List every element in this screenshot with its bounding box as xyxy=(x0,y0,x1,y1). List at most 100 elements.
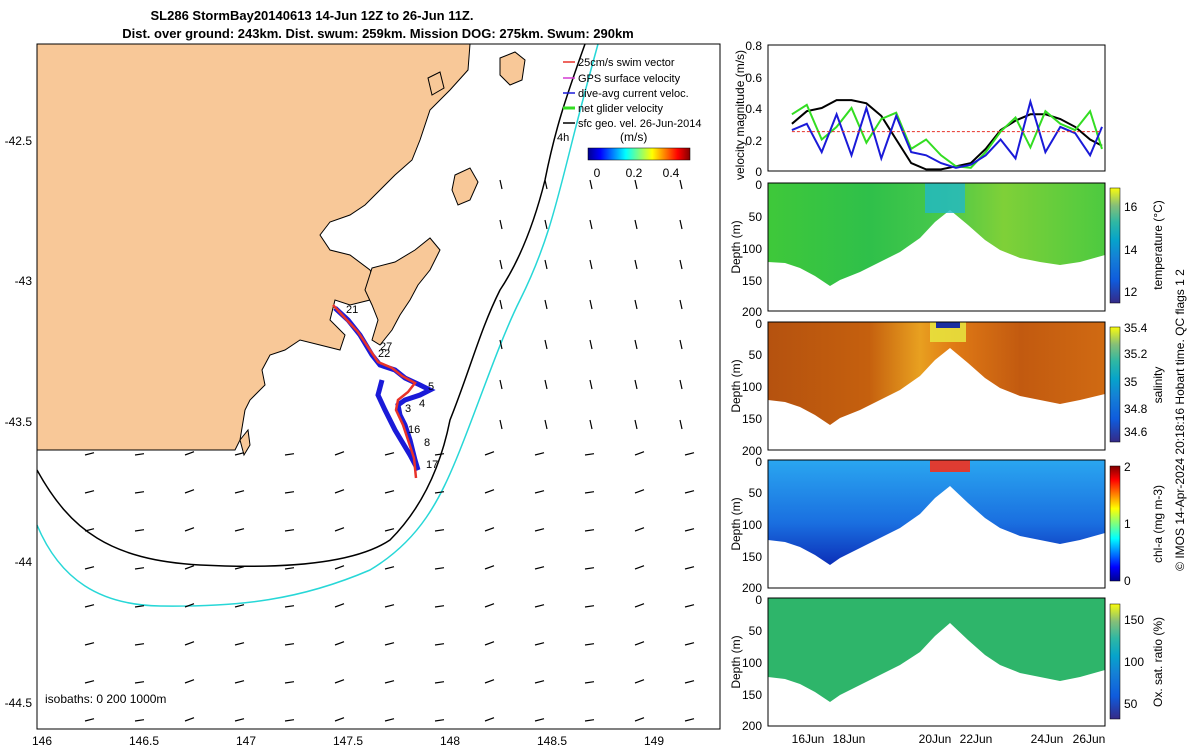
current-vector xyxy=(499,259,503,270)
current-vector xyxy=(334,641,345,646)
depth-tick: 200 xyxy=(742,719,762,733)
current-vector xyxy=(534,452,545,456)
colorbar-tick: 1 xyxy=(1124,517,1131,531)
current-vector xyxy=(584,491,595,494)
current-vector xyxy=(684,642,695,646)
depth-tick: 0 xyxy=(755,317,762,331)
map-y-axis: -42.5 -43 -43.5 -44 -44.5 xyxy=(5,134,33,710)
salinity-panel: 34.6 34.8 35 35.2 35.4 salinity Depth (m… xyxy=(729,317,1165,458)
legend-label: net glider velocity xyxy=(578,103,663,115)
map-panel: 21 27 22 5 4 16 8 17 3 25cm/s swim vecto… xyxy=(5,43,721,748)
current-vector xyxy=(334,603,345,608)
current-vector xyxy=(434,643,445,646)
x-tick: 146.5 xyxy=(129,734,159,748)
current-vector xyxy=(384,490,395,494)
current-vector xyxy=(234,528,245,532)
map-legend: 25cm/s swim vector GPS surface velocity … xyxy=(557,57,702,180)
current-vector xyxy=(589,259,593,270)
colorbar-unit: (m/s) xyxy=(620,130,647,144)
island xyxy=(239,428,251,457)
current-vector xyxy=(334,565,345,570)
current-vector xyxy=(484,641,495,646)
current-vector xyxy=(684,490,695,494)
title-line2: Dist. over ground: 243km. Dist. swum: 25… xyxy=(122,26,634,41)
depth-tick: 50 xyxy=(749,210,763,224)
vel-y-tick: 0.6 xyxy=(745,71,762,85)
current-vector xyxy=(679,219,683,230)
depth-tick: 50 xyxy=(749,486,763,500)
x-tick: 148 xyxy=(440,734,460,748)
current-vector xyxy=(584,719,595,722)
chla-field xyxy=(768,460,1105,565)
island xyxy=(499,51,526,86)
island xyxy=(451,167,479,206)
current-vector xyxy=(684,604,695,608)
date-tick: 24Jun xyxy=(1031,732,1064,746)
current-vector xyxy=(334,489,345,494)
depth-tick: 150 xyxy=(742,274,762,288)
legend-label: dive-avg current veloc. xyxy=(578,88,689,100)
current-vector xyxy=(634,179,638,190)
x-tick: 149 xyxy=(644,734,664,748)
current-vector xyxy=(499,299,503,310)
current-vector xyxy=(434,719,445,722)
current-vector xyxy=(434,491,445,494)
colorbar-tick: 2 xyxy=(1124,460,1131,474)
map-frame xyxy=(36,43,721,730)
current-vector xyxy=(234,566,245,570)
current-vector xyxy=(484,451,495,456)
title-line1: SL286 StormBay20140613 14-Jun 12Z to 26-… xyxy=(151,8,474,23)
current-vector xyxy=(584,453,595,456)
track-label: 21 xyxy=(346,304,358,316)
current-vector xyxy=(184,717,195,722)
salinity-colorbar xyxy=(1109,326,1121,443)
current-vector xyxy=(679,379,683,390)
current-vector xyxy=(284,605,295,608)
colorbar-tick: 0.2 xyxy=(626,166,643,180)
current-vector xyxy=(584,605,595,608)
current-vectors xyxy=(84,179,695,722)
current-vector xyxy=(684,566,695,570)
velocity-series-line xyxy=(791,97,1103,169)
vel-y-tick: 0 xyxy=(755,165,762,179)
current-vector xyxy=(484,717,495,722)
current-vector xyxy=(134,605,145,608)
current-vector xyxy=(184,489,195,494)
y-tick: -44 xyxy=(15,555,33,569)
current-vector xyxy=(184,451,195,456)
current-vector xyxy=(234,680,245,684)
colorbar-tick: 100 xyxy=(1124,655,1144,669)
current-vector xyxy=(434,567,445,570)
x-tick: 148.5 xyxy=(537,734,567,748)
current-vector xyxy=(634,219,638,230)
current-vector xyxy=(544,299,548,310)
current-vector xyxy=(634,451,645,456)
current-vector xyxy=(499,379,503,390)
current-vector xyxy=(634,641,645,646)
current-vector xyxy=(544,379,548,390)
depth-label: Depth (m) xyxy=(729,359,743,412)
current-vector xyxy=(634,339,638,350)
track-label: 17 xyxy=(426,459,438,471)
chla-bloom-patch xyxy=(930,460,970,472)
velocity-series xyxy=(791,97,1103,171)
current-vector xyxy=(284,491,295,494)
depth-tick: 100 xyxy=(742,656,762,670)
current-vector xyxy=(584,643,595,646)
colorbar-tick: 35 xyxy=(1124,375,1138,389)
track-label: 5 xyxy=(428,381,434,393)
velocity-panel: 0 0.2 0.4 0.6 0.8 velocity magnitude (m/… xyxy=(733,39,1106,180)
current-vector xyxy=(434,453,445,456)
chla-panel: 0 1 2 chl-a (mg m-3) Depth (m) 0 50 100 … xyxy=(729,455,1165,595)
current-vector xyxy=(634,419,638,430)
vel-y-label: velocity magnitude (m/s) xyxy=(733,50,747,180)
current-vector xyxy=(484,489,495,494)
current-vector xyxy=(534,604,545,608)
current-vector xyxy=(134,567,145,570)
current-vector xyxy=(84,566,95,570)
current-vector xyxy=(284,681,295,684)
glider-track-red xyxy=(332,304,418,479)
vel-y-tick: 0.2 xyxy=(745,134,762,148)
current-vector xyxy=(484,527,495,532)
